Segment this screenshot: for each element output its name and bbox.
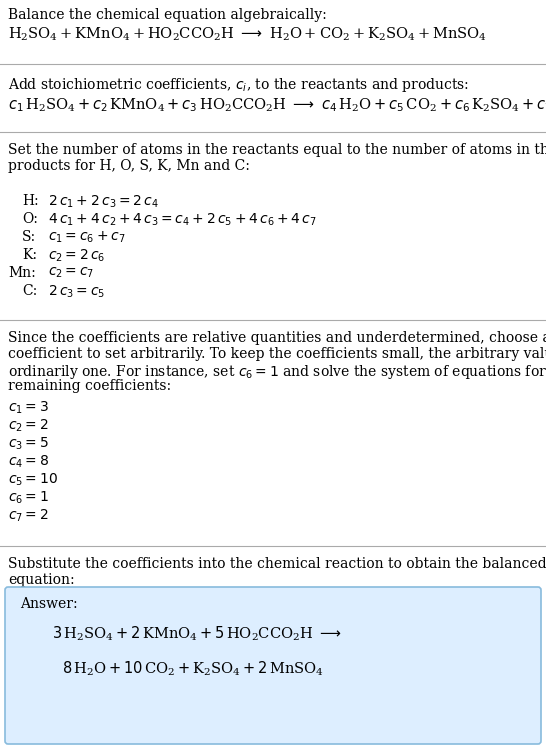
Text: $c_5 = 10$: $c_5 = 10$ [8,472,58,488]
Text: C:: C: [22,284,37,298]
Text: K:: K: [22,248,37,262]
Text: Mn:: Mn: [8,266,35,280]
Text: $c_2 = 2\,c_6$: $c_2 = 2\,c_6$ [48,248,105,264]
Text: $c_4 = 8$: $c_4 = 8$ [8,454,49,470]
Text: Set the number of atoms in the reactants equal to the number of atoms in the: Set the number of atoms in the reactants… [8,143,546,157]
Text: H:: H: [22,194,39,208]
Text: equation:: equation: [8,573,75,587]
Text: remaining coefficients:: remaining coefficients: [8,379,171,393]
Text: $\mathregular{H_2SO_4 + KMnO_4 + HO_2CCO_2H}$$\ \longrightarrow\ $$\mathregular{: $\mathregular{H_2SO_4 + KMnO_4 + HO_2CCO… [8,26,487,44]
Text: Add stoichiometric coefficients, $c_i$, to the reactants and products:: Add stoichiometric coefficients, $c_i$, … [8,76,469,94]
Text: Since the coefficients are relative quantities and underdetermined, choose a: Since the coefficients are relative quan… [8,331,546,345]
Text: $c_2 = 2$: $c_2 = 2$ [8,418,49,434]
Text: $c_2 = c_7$: $c_2 = c_7$ [48,266,94,280]
Text: $2\,c_3 = c_5$: $2\,c_3 = c_5$ [48,284,105,300]
Text: ordinarily one. For instance, set $c_6 = 1$ and solve the system of equations fo: ordinarily one. For instance, set $c_6 =… [8,363,546,381]
Text: $c_1 = 3$: $c_1 = 3$ [8,400,49,416]
Text: Balance the chemical equation algebraically:: Balance the chemical equation algebraica… [8,8,327,22]
Text: $c_6 = 1$: $c_6 = 1$ [8,490,49,506]
Text: $2\,c_1 + 2\,c_3 = 2\,c_4$: $2\,c_1 + 2\,c_3 = 2\,c_4$ [48,194,159,210]
Text: $3\,\mathregular{H_2SO_4} + 2\,\mathregular{KMnO_4} + 5\,\mathregular{HO_2CCO_2H: $3\,\mathregular{H_2SO_4} + 2\,\mathregu… [52,625,342,644]
Text: $c_3 = 5$: $c_3 = 5$ [8,436,49,452]
FancyBboxPatch shape [5,587,541,744]
Text: O:: O: [22,212,38,226]
Text: $4\,c_1 + 4\,c_2 + 4\,c_3 = c_4 + 2\,c_5 + 4\,c_6 + 4\,c_7$: $4\,c_1 + 4\,c_2 + 4\,c_3 = c_4 + 2\,c_5… [48,212,317,228]
Text: $c_1\,\mathregular{H_2SO_4} + c_2\,\mathregular{KMnO_4} + c_3\,\mathregular{HO_2: $c_1\,\mathregular{H_2SO_4} + c_2\,\math… [8,96,546,113]
Text: S:: S: [22,230,36,244]
Text: Answer:: Answer: [20,597,78,611]
Text: $c_7 = 2$: $c_7 = 2$ [8,508,49,524]
Text: products for H, O, S, K, Mn and C:: products for H, O, S, K, Mn and C: [8,159,250,173]
Text: $8\,\mathregular{H_2O} + 10\,\mathregular{CO_2} + \mathregular{K_2SO_4} + 2\,\ma: $8\,\mathregular{H_2O} + 10\,\mathregula… [62,660,324,678]
Text: coefficient to set arbitrarily. To keep the coefficients small, the arbitrary va: coefficient to set arbitrarily. To keep … [8,347,546,361]
Text: Substitute the coefficients into the chemical reaction to obtain the balanced: Substitute the coefficients into the che… [8,557,546,571]
Text: $c_1 = c_6 + c_7$: $c_1 = c_6 + c_7$ [48,230,126,246]
